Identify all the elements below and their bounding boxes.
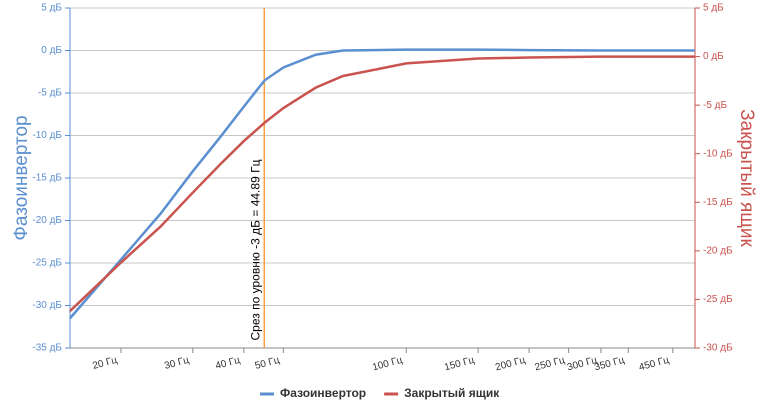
- y-tick-label: 0 дБ: [41, 45, 62, 56]
- y2-tick-label: -30 дБ: [703, 343, 733, 354]
- cutoff-label: Срез по уровню -3 дБ = 44.89 Гц: [248, 159, 262, 340]
- y2-tick-label: -10 дБ: [703, 148, 733, 159]
- y2-axis-title: Закрытый ящик: [736, 109, 757, 247]
- y-tick-label: 5 дБ: [41, 3, 62, 14]
- y2-tick-label: -20 дБ: [703, 245, 733, 256]
- y-tick-label: -25 дБ: [32, 258, 62, 269]
- x-tick-label: 350 Гц: [593, 355, 626, 374]
- y2-tick-label: -5 дБ: [703, 100, 728, 111]
- legend-label: Закрытый ящик: [404, 386, 500, 400]
- y2-tick-label: -15 дБ: [703, 197, 733, 208]
- x-tick-label: 100 Гц: [371, 355, 404, 374]
- legend-label: Фазоинвертор: [280, 386, 366, 400]
- x-tick-label: 50 Гц: [254, 355, 281, 372]
- y-axis-title: Фазоинвертор: [11, 115, 32, 240]
- y-tick-label: -35 дБ: [32, 343, 62, 354]
- x-tick-label: 150 Гц: [443, 355, 476, 374]
- y2-tick-label: 0 дБ: [703, 51, 724, 62]
- y-tick-label: -10 дБ: [32, 130, 62, 141]
- series-line: [69, 55, 695, 312]
- y-tick-label: -5 дБ: [38, 88, 63, 99]
- y-tick-label: -15 дБ: [32, 173, 62, 184]
- y-tick-label: -20 дБ: [32, 215, 62, 226]
- y-tick-label: -30 дБ: [32, 300, 62, 311]
- y2-tick-label: -25 дБ: [703, 294, 733, 305]
- x-tick-label: 30 Гц: [163, 355, 190, 372]
- x-tick-label: 20 Гц: [91, 355, 118, 372]
- x-tick-label: 40 Гц: [214, 355, 241, 372]
- x-tick-label: 450 Гц: [638, 355, 671, 374]
- x-tick-label: 200 Гц: [494, 355, 527, 374]
- y2-tick-label: 5 дБ: [703, 3, 724, 14]
- x-tick-label: 250 Гц: [534, 355, 567, 374]
- series-line: [69, 48, 695, 320]
